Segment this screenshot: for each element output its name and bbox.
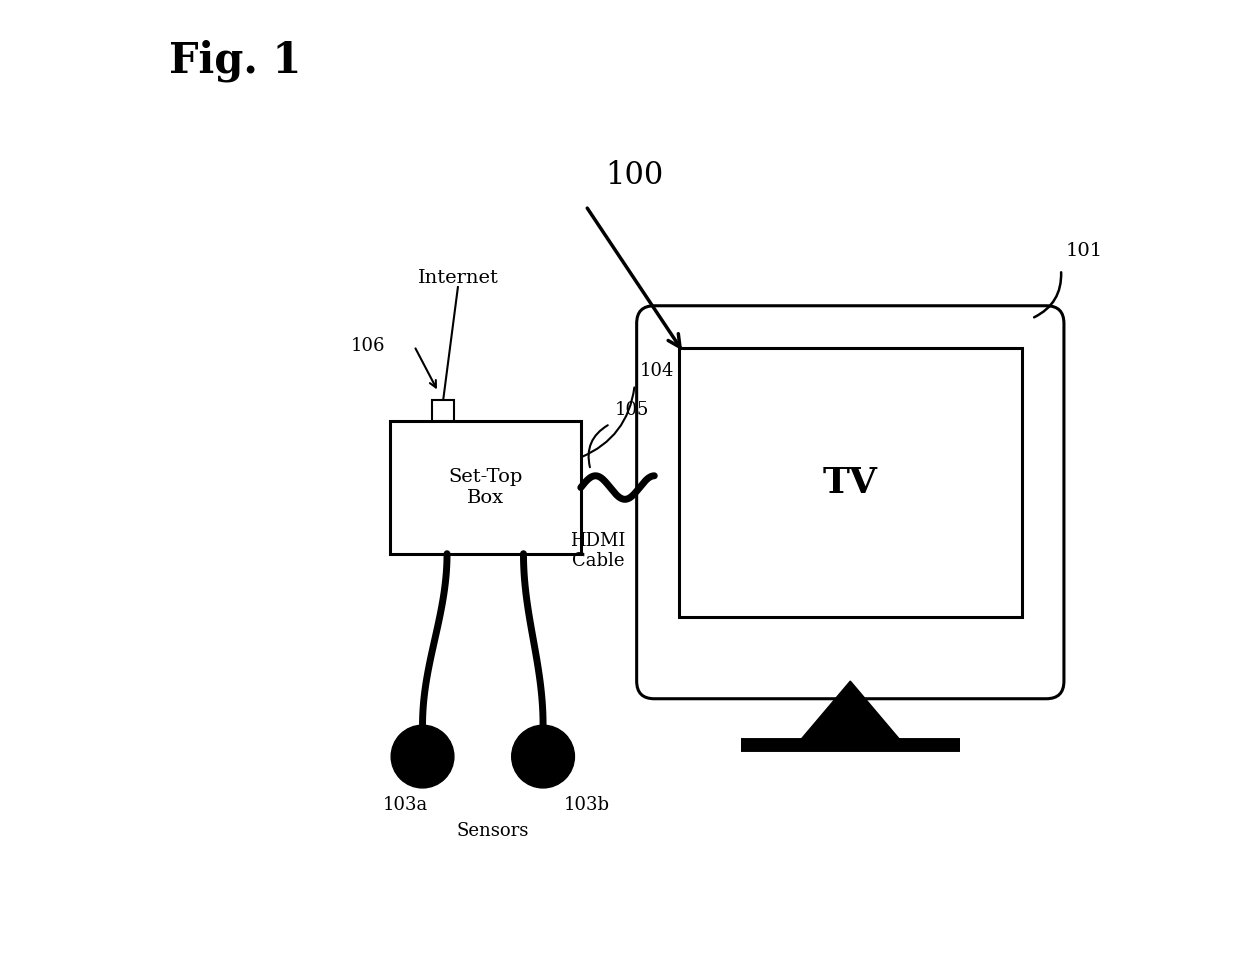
Text: Fig. 1: Fig. 1 [169,39,301,81]
Bar [678,348,1022,617]
Text: 101: 101 [1066,242,1104,260]
Text: Internet: Internet [418,270,498,287]
Text: 103b: 103b [564,796,610,813]
FancyBboxPatch shape [636,306,1064,699]
Text: TV: TV [823,466,878,500]
Text: Sensors: Sensors [456,822,528,840]
Circle shape [512,725,574,788]
Text: 104: 104 [640,362,675,380]
Text: 100: 100 [605,160,663,191]
Text: 106: 106 [351,337,384,355]
Text: HDMI
Cable: HDMI Cable [570,531,626,570]
Polygon shape [796,681,904,745]
Text: 103a: 103a [382,796,428,813]
Bar [389,421,580,554]
Bar [433,400,454,421]
Circle shape [391,725,454,788]
Text: 105: 105 [615,401,650,419]
Text: Set-Top
Box: Set-Top Box [448,468,522,507]
